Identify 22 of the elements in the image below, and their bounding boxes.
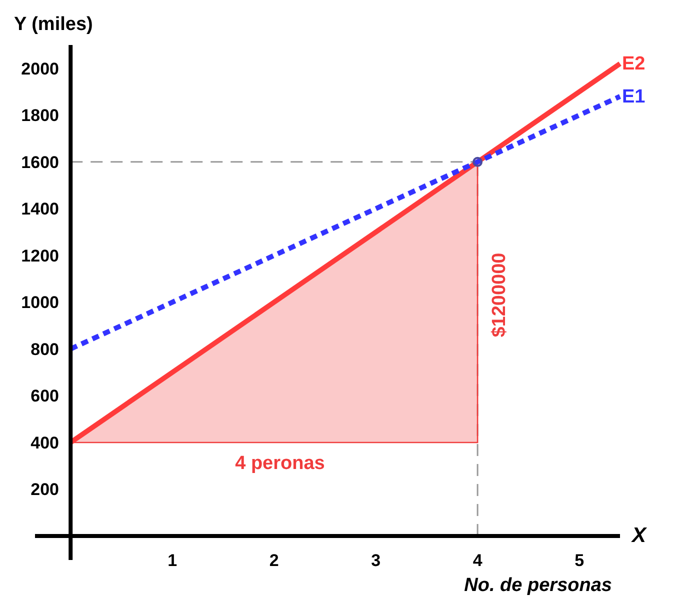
y-axis-title: Y (miles) bbox=[14, 14, 93, 35]
y-tick-label: 2000 bbox=[21, 59, 59, 78]
series-label: E1 bbox=[622, 86, 646, 108]
x-tick-label: 1 bbox=[168, 551, 178, 570]
y-tick-label: 1800 bbox=[21, 106, 59, 126]
text: No. de personas bbox=[464, 575, 612, 596]
x-tick-label: 2 bbox=[269, 551, 279, 570]
series-label: E2 bbox=[622, 54, 646, 75]
x-tick-label: 3 bbox=[371, 551, 381, 570]
y-tick-label: 600 bbox=[30, 386, 59, 406]
y-tick-label: 1000 bbox=[21, 293, 59, 312]
y-tick-label: 1200 bbox=[21, 246, 59, 266]
y-tick-label: 800 bbox=[30, 340, 59, 359]
annotation: $1200000 bbox=[489, 252, 510, 338]
x-tick-label: 4 bbox=[472, 551, 483, 570]
x-axis-title: X bbox=[631, 524, 648, 547]
y-tick-label: 1400 bbox=[21, 200, 59, 219]
annotation: 4 peronas bbox=[235, 453, 325, 474]
y-tick-label: 1600 bbox=[21, 152, 59, 172]
x-tick-label: 5 bbox=[574, 551, 584, 570]
y-tick-label: 200 bbox=[30, 480, 59, 500]
y-tick-label: 400 bbox=[30, 433, 59, 452]
